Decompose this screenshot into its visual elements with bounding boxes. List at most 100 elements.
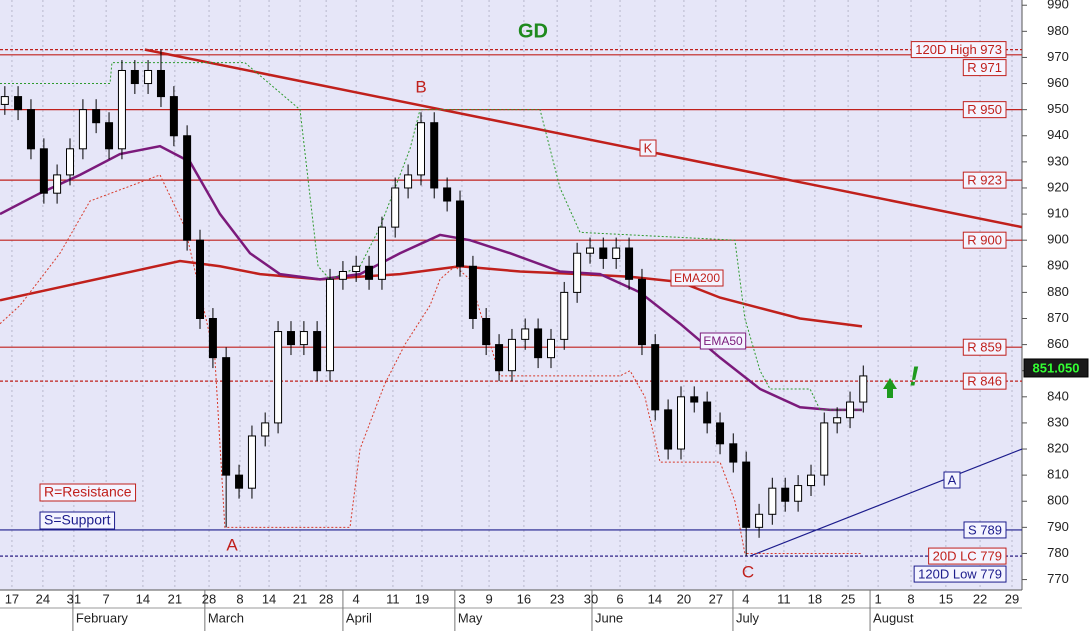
level-label-box — [962, 59, 1007, 77]
y-tick-label: 830 — [1047, 414, 1069, 429]
candle-body — [66, 148, 75, 176]
x-tick-label: 18 — [808, 591, 822, 606]
x-tick-label: 30 — [584, 591, 598, 606]
y-tick-label: 840 — [1047, 388, 1069, 403]
plot-background — [0, 0, 1022, 590]
month-label: August — [873, 610, 914, 625]
candle-body — [443, 187, 452, 202]
level-label: R 859 — [967, 340, 1002, 355]
month-label: July — [736, 610, 760, 625]
candle-body — [573, 252, 582, 293]
x-tick-label: 29 — [1005, 591, 1019, 606]
candle-body — [0, 96, 9, 105]
level-label: R 923 — [967, 173, 1002, 188]
trendline-label-box — [639, 139, 657, 157]
level-label-box — [910, 41, 1007, 59]
x-tick-label: 21 — [293, 591, 307, 606]
note-box — [39, 483, 137, 502]
candle-body — [807, 474, 816, 487]
candle-body — [130, 69, 139, 85]
candle-body — [859, 375, 868, 403]
x-tick-label: 14 — [136, 591, 150, 606]
x-tick-label: 28 — [319, 591, 333, 606]
candle-body — [208, 317, 217, 359]
x-tick-label: 11 — [777, 591, 791, 606]
candle-body — [326, 278, 335, 372]
candle-body — [365, 265, 374, 280]
trendline-label-box — [943, 471, 961, 489]
candle-body — [261, 422, 270, 437]
y-tick-label: 910 — [1047, 206, 1069, 221]
y-tick-label: 900 — [1047, 232, 1069, 247]
indicator-line — [0, 62, 862, 411]
candle-body — [534, 328, 543, 359]
candle-body — [507, 338, 516, 372]
candle-body — [846, 401, 855, 419]
candle-body — [78, 109, 87, 150]
y-tick-label: 920 — [1047, 179, 1069, 194]
note-box — [39, 511, 116, 530]
point-label: A — [226, 535, 238, 554]
x-tick-label: 1 — [875, 591, 882, 606]
x-tick-label: 28 — [202, 591, 216, 606]
x-tick-label: 22 — [973, 591, 987, 606]
indicator-line — [0, 144, 862, 412]
y-tick-label: 880 — [1047, 284, 1069, 299]
y-tick-label: 820 — [1047, 440, 1069, 455]
x-tick-label: 21 — [168, 591, 182, 606]
candle-body — [235, 474, 244, 489]
line-label-box — [699, 332, 747, 350]
level-label: R 846 — [967, 374, 1002, 389]
y-tick-label: 930 — [1047, 153, 1069, 168]
y-tick-label: 980 — [1047, 23, 1069, 38]
candle-body — [196, 239, 205, 319]
x-tick-label: 25 — [841, 591, 855, 606]
candle-body — [729, 443, 738, 463]
x-tick-label: 31 — [67, 591, 81, 606]
candle-body — [625, 247, 634, 280]
labels: 120D High 973 R 971 R 950 R 923 R 900 R 859 R … — [39, 41, 1007, 583]
level-label-box — [962, 101, 1007, 119]
month-label: April — [346, 610, 372, 625]
candle-body — [468, 265, 477, 319]
candle-body — [612, 247, 621, 259]
candle-body — [156, 69, 165, 98]
level-label-box — [963, 521, 1007, 539]
last-price-box — [1023, 358, 1089, 378]
candle-body — [274, 331, 283, 424]
candle-body — [560, 291, 569, 340]
y-tick-label: 800 — [1047, 493, 1069, 508]
candles — [0, 49, 868, 557]
candle-body — [677, 396, 686, 450]
candle-body — [39, 148, 48, 194]
level-label: 20D LC 779 — [933, 548, 1002, 563]
candle-body — [781, 487, 790, 502]
candle-body — [521, 328, 530, 340]
candle-body — [586, 247, 595, 254]
candle-body — [247, 435, 256, 489]
candle-body — [105, 122, 114, 150]
level-label: 120D High 973 — [915, 42, 1002, 57]
y-tick-label: 950 — [1047, 101, 1069, 116]
candle-body — [391, 187, 400, 228]
month-label: March — [208, 610, 244, 625]
level-label: S 789 — [968, 522, 1002, 537]
x-tick-label: 11 — [386, 591, 400, 606]
x-tick-label: 16 — [517, 591, 531, 606]
candle-body — [117, 69, 126, 150]
line-label: EMA200 — [674, 271, 720, 285]
candle-body — [53, 174, 62, 194]
candle-body — [664, 409, 673, 450]
trendline — [144, 48, 1023, 229]
level-label-box — [962, 231, 1007, 249]
candle-body — [547, 338, 556, 359]
candle-body — [742, 461, 751, 528]
x-tick-label: 17 — [5, 591, 19, 606]
line-label-box — [670, 269, 724, 287]
trendline-label: A — [948, 472, 957, 487]
y-tick-label: 860 — [1047, 336, 1069, 351]
axis-background — [1022, 0, 1090, 631]
x-tick-label: 27 — [709, 591, 723, 606]
x-tick-label: 7 — [103, 591, 110, 606]
